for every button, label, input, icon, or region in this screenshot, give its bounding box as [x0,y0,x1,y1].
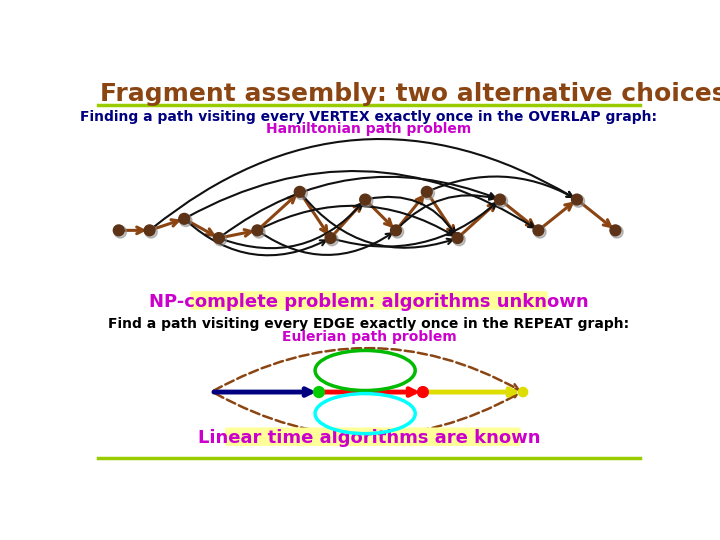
Circle shape [113,225,124,236]
Text: Fragment assembly: two alternative choices: Fragment assembly: two alternative choic… [99,82,720,106]
Circle shape [179,213,189,224]
Text: Hamiltonian path problem: Hamiltonian path problem [266,123,472,137]
Circle shape [326,233,338,246]
Circle shape [572,195,585,207]
Circle shape [114,226,127,238]
Circle shape [213,233,224,244]
Circle shape [422,187,434,200]
Circle shape [253,226,265,238]
Circle shape [361,195,373,207]
Circle shape [495,195,508,207]
Text: Find a path visiting every EDGE exactly once in the REPEAT graph:: Find a path visiting every EDGE exactly … [109,318,629,332]
Circle shape [252,225,263,236]
Circle shape [572,194,582,205]
Circle shape [179,214,192,226]
Circle shape [390,225,401,236]
Circle shape [295,187,307,200]
Circle shape [392,226,404,238]
Text: Linear time algorithms are known: Linear time algorithms are known [198,429,540,447]
Circle shape [518,387,528,397]
Text: Eulerian path problem: Eulerian path problem [282,329,456,343]
Circle shape [314,387,324,397]
Circle shape [325,233,336,244]
Circle shape [610,225,621,236]
Circle shape [495,194,505,205]
Circle shape [360,194,371,205]
Circle shape [533,225,544,236]
Circle shape [453,233,465,246]
Circle shape [145,226,157,238]
Text: Finding a path visiting every VERTEX exactly once in the OVERLAP graph:: Finding a path visiting every VERTEX exa… [81,110,657,124]
Circle shape [452,233,463,244]
Text: NP-complete problem: algorithms unknown: NP-complete problem: algorithms unknown [149,293,589,311]
Circle shape [294,186,305,197]
FancyBboxPatch shape [225,428,521,446]
FancyBboxPatch shape [190,291,548,309]
Circle shape [534,226,546,238]
Circle shape [215,233,227,246]
Circle shape [421,186,432,197]
Circle shape [144,225,155,236]
Circle shape [611,226,623,238]
Circle shape [418,387,428,397]
